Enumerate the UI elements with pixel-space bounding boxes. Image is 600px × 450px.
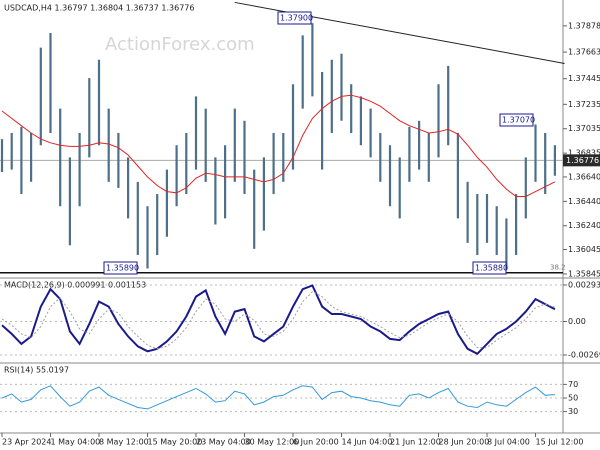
y-tick-label: 1.37235	[568, 100, 600, 109]
y-tick-label: 1.37035	[568, 124, 600, 133]
y-tick-label: 1.37878	[568, 21, 600, 30]
y-tick-label: 0.002939	[568, 280, 600, 289]
series-line	[1, 385, 555, 410]
x-tick-label: 23 May 04:00	[196, 438, 251, 447]
annotation: 1.35880	[475, 264, 508, 273]
y-tick-label: 30	[568, 407, 578, 416]
x-tick-label: 8 May 12:00	[99, 438, 149, 447]
y-tick-label: -0.002696	[568, 350, 600, 359]
y-tick-label: 1.37663	[568, 48, 600, 57]
x-tick-label: 15 May 20:00	[148, 438, 203, 447]
x-tick-label: 30 May 12:00	[245, 438, 300, 447]
annotation: 1.35890	[106, 264, 139, 273]
moving-average	[1, 94, 556, 197]
x-tick-label: 23 Apr 2024	[2, 438, 51, 447]
y-tick-label: 1.36835	[568, 149, 600, 158]
series-line	[1, 291, 556, 350]
y-tick-label: 1.37445	[568, 74, 600, 83]
watermark: ActionForex.com	[105, 34, 255, 55]
annotation-box	[499, 113, 534, 127]
annotation-box	[277, 11, 312, 25]
x-tick-label: 15 Jul 12:00	[536, 438, 584, 447]
x-tick-label: 8 Jul 04:00	[487, 438, 530, 447]
x-tick-label: 21 Jun 12:00	[390, 438, 441, 447]
annotation: 1.37900	[280, 14, 313, 23]
annotation: 1.37070	[502, 116, 535, 125]
annotation-box	[472, 261, 507, 275]
x-tick-label: 6 Jun 20:00	[293, 438, 339, 447]
panel-title: RSI(14) 55.0197	[4, 366, 69, 375]
y-tick-label: 1.36440	[568, 197, 600, 206]
y-tick-label: 50	[568, 394, 578, 403]
x-tick-label: 28 Jun 20:00	[439, 438, 490, 447]
annotation-box	[103, 261, 138, 275]
y-tick-label: 1.36045	[568, 245, 600, 254]
series-line	[1, 284, 556, 356]
x-tick-label: 1 May 04:00	[51, 438, 101, 447]
last-price-box	[563, 154, 600, 167]
y-tick-label: 1.36640	[568, 172, 600, 181]
y-tick-label: 1.35845	[568, 269, 600, 278]
last-price-label: 1.36776	[566, 156, 599, 165]
y-tick-label: 1.36240	[568, 221, 600, 230]
x-tick-label: 14 Jun 04:00	[342, 438, 393, 447]
y-tick-label: 70	[568, 380, 578, 389]
y-tick-label: 0.00	[568, 317, 586, 326]
chart-title: USDCAD,H4 1.36797 1.36804 1.36737 1.3677…	[4, 4, 194, 13]
fib-label: 38.2	[550, 264, 566, 272]
